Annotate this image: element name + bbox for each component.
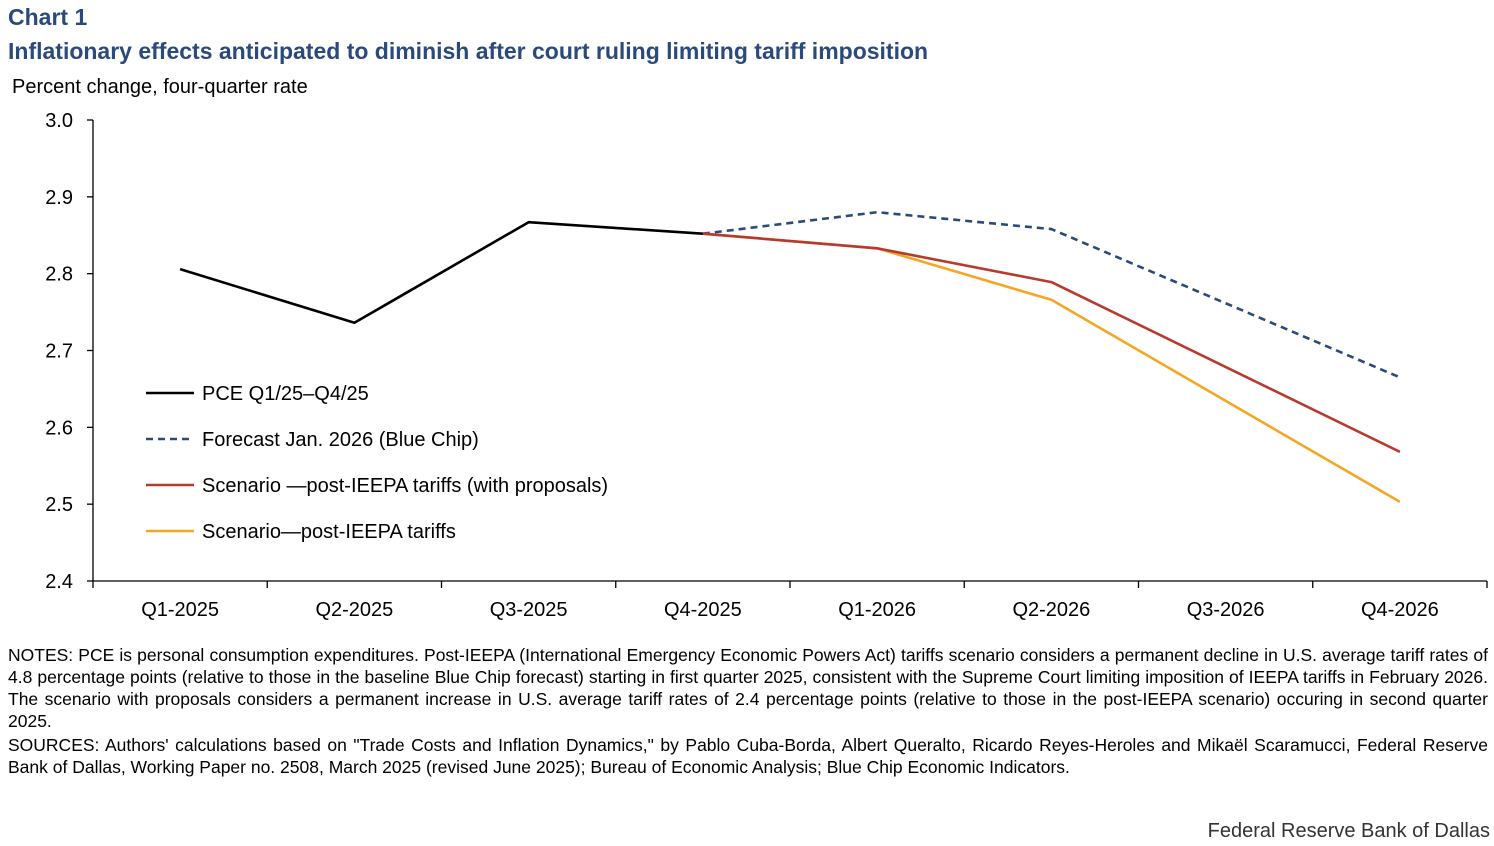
chart-legend: PCE Q1/25–Q4/25 Forecast Jan. 2026 (Blue … bbox=[146, 383, 608, 543]
x-tick-label: Q4-2026 bbox=[1361, 599, 1439, 621]
x-tick-label: Q3-2026 bbox=[1187, 599, 1265, 621]
chart-title: Inflationary effects anticipated to dimi… bbox=[8, 38, 929, 64]
x-tick-label: Q4-2025 bbox=[664, 599, 742, 621]
series-line-1 bbox=[179, 220, 703, 325]
legend-label-2: Forecast Jan. 2026 (Blue Chip) bbox=[202, 429, 479, 451]
x-tick-label: Q2-2025 bbox=[315, 599, 393, 621]
y-axis-units-label: Percent change, four-quarter rate bbox=[12, 76, 308, 98]
sources-text: SOURCES: Authors' calculations based on … bbox=[8, 735, 1488, 777]
source-credit: Federal Reserve Bank of Dallas bbox=[1207, 820, 1490, 842]
legend-label-4: Scenario—post-IEEPA tariffs bbox=[202, 521, 456, 543]
y-tick-label: 2.9 bbox=[45, 187, 73, 209]
legend-label-1: PCE Q1/25–Q4/25 bbox=[202, 383, 369, 405]
y-tick-label: 2.4 bbox=[45, 571, 73, 593]
y-tick-label: 2.5 bbox=[45, 494, 73, 516]
chart-label: Chart 1 bbox=[8, 4, 88, 30]
x-tick-label: Q1-2026 bbox=[838, 599, 916, 621]
chart-series-lines bbox=[179, 210, 1401, 504]
series-line-2 bbox=[702, 210, 1401, 379]
x-tick-label: Q3-2025 bbox=[490, 599, 568, 621]
legend-label-3: Scenario —post-IEEPA tariffs (with propo… bbox=[202, 475, 608, 497]
y-tick-label: 2.6 bbox=[45, 417, 73, 439]
series-line-4 bbox=[702, 232, 1401, 504]
chart-axes: 2.4 2.5 2.6 2.7 2.8 2.9 3.0 Q1-2025 Q2-2025 Q3-20… bbox=[45, 110, 1488, 621]
chart-notes: NOTES: PCE is personal consumption expen… bbox=[8, 644, 1488, 780]
x-tick-label: Q1-2025 bbox=[141, 599, 219, 621]
y-tick-label: 2.8 bbox=[45, 264, 73, 286]
x-tick-label: Q2-2026 bbox=[1012, 599, 1090, 621]
notes-text: NOTES: PCE is personal consumption expen… bbox=[8, 645, 1488, 731]
series-line-3 bbox=[702, 232, 1401, 454]
y-tick-label: 2.7 bbox=[45, 341, 73, 363]
line-chart: 2.4 2.5 2.6 2.7 2.8 2.9 3.0 Q1-2025 Q2-2025 Q3-20… bbox=[45, 110, 1488, 621]
y-tick-label: 3.0 bbox=[45, 110, 73, 132]
